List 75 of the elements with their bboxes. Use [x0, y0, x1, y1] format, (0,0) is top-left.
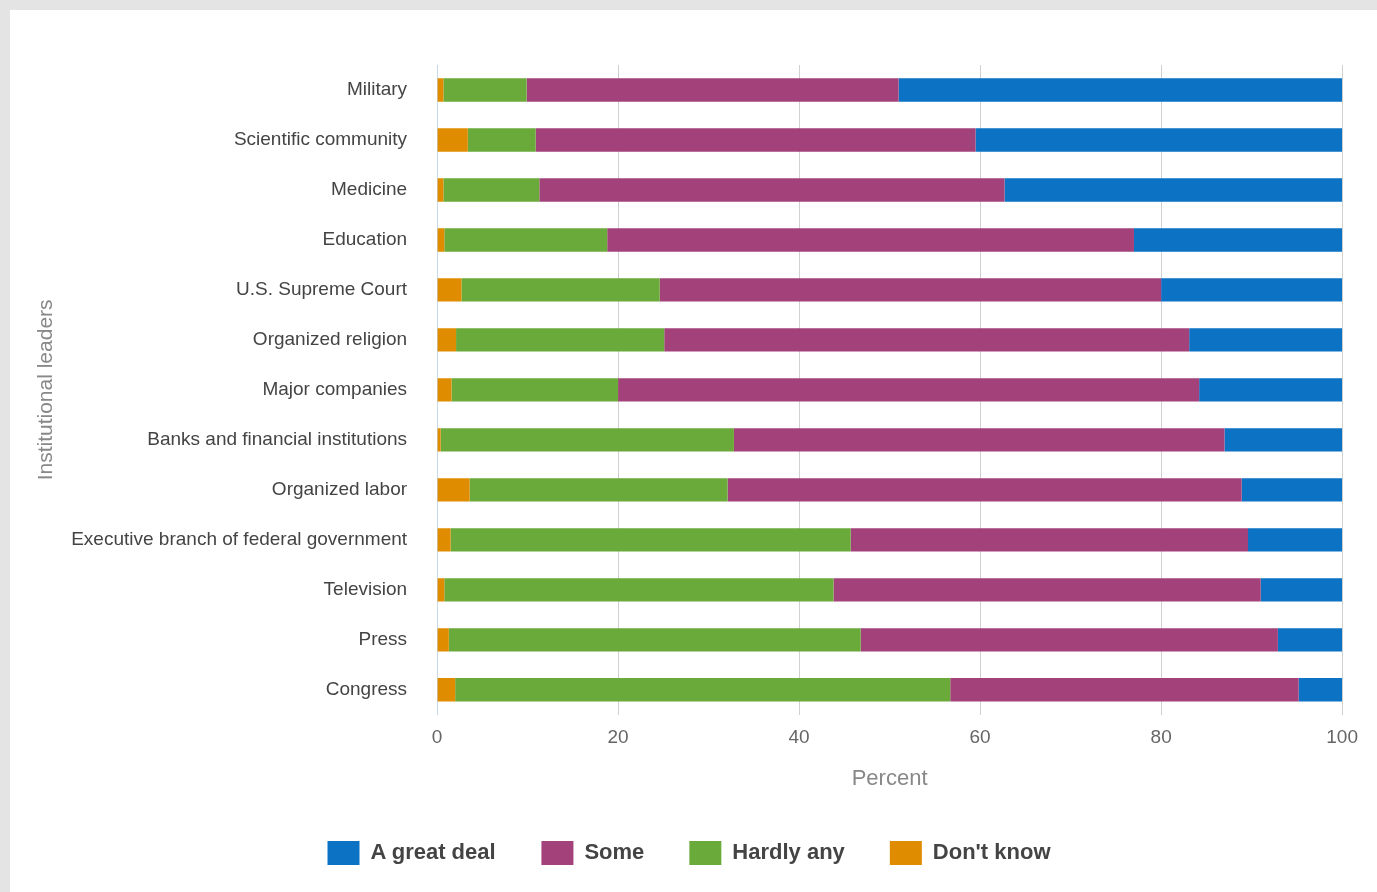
legend-label: A great deal — [370, 839, 496, 865]
x-tick-label: 20 — [607, 726, 629, 748]
y-axis-title: Institutional leaders — [33, 299, 57, 481]
bar — [443, 178, 540, 202]
y-tick-label: Military — [346, 78, 408, 100]
x-tick-label: 0 — [431, 726, 443, 748]
bar — [1199, 378, 1343, 402]
bar — [437, 128, 468, 152]
bar — [437, 328, 457, 352]
bar — [1161, 278, 1343, 302]
y-tick-label: Press — [358, 628, 408, 650]
y-tick-label: Organized labor — [271, 478, 408, 500]
bar — [860, 628, 1278, 652]
bar — [1133, 228, 1343, 252]
bar — [1248, 528, 1343, 552]
y-tick-label: Major companies — [262, 378, 408, 400]
y-tick-label: Television — [323, 578, 408, 600]
bar — [618, 378, 1200, 402]
bar — [1277, 628, 1343, 652]
x-tick-label: 60 — [969, 726, 991, 748]
y-tick-label: Medicine — [331, 178, 408, 200]
bar — [950, 678, 1299, 702]
bar — [1004, 178, 1343, 202]
y-tick-label: Organized religion — [252, 328, 408, 350]
y-tick-label: U.S. Supreme Court — [235, 278, 408, 300]
bar — [437, 478, 470, 502]
bar — [444, 228, 608, 252]
bar — [451, 378, 619, 402]
bar — [539, 178, 1005, 202]
bar — [659, 278, 1162, 302]
bar — [437, 378, 452, 402]
bar — [456, 328, 665, 352]
bar — [437, 578, 445, 602]
bar — [437, 228, 445, 252]
bar — [1241, 478, 1343, 502]
bar — [448, 628, 861, 652]
bar — [461, 278, 660, 302]
bar — [444, 578, 834, 602]
bar — [850, 528, 1249, 552]
y-tick-label: Congress — [325, 678, 408, 700]
bar — [1260, 578, 1343, 602]
x-tick-label: 80 — [1150, 726, 1172, 748]
x-tick-label: 40 — [788, 726, 810, 748]
x-tick-label: 100 — [1326, 726, 1358, 748]
bar — [437, 628, 449, 652]
bar — [607, 228, 1134, 252]
bar — [469, 478, 728, 502]
legend-label: Hardly any — [732, 839, 846, 865]
bar — [437, 278, 462, 302]
y-tick-label: Education — [322, 228, 408, 250]
bar — [437, 428, 441, 452]
bar — [440, 428, 734, 452]
bar — [1298, 678, 1343, 702]
bar — [975, 128, 1343, 152]
y-tick-label: Banks and financial institutions — [147, 428, 408, 450]
bar — [727, 478, 1242, 502]
y-tick-label: Executive branch of federal government — [71, 528, 408, 550]
bar — [450, 528, 851, 552]
bar — [443, 78, 527, 102]
bar — [437, 528, 451, 552]
bar — [467, 128, 536, 152]
legend-label: Some — [584, 839, 645, 865]
x-axis-title: Percent — [851, 764, 928, 790]
bar — [1224, 428, 1343, 452]
bar — [833, 578, 1261, 602]
bar — [664, 328, 1190, 352]
legend-label: Don't know — [932, 839, 1052, 865]
y-tick-label: Scientific community — [233, 128, 408, 150]
bar — [535, 128, 976, 152]
bar — [733, 428, 1225, 452]
bar — [455, 678, 951, 702]
bar — [1189, 328, 1343, 352]
bar — [898, 78, 1343, 102]
bar — [437, 678, 456, 702]
bar — [526, 78, 899, 102]
